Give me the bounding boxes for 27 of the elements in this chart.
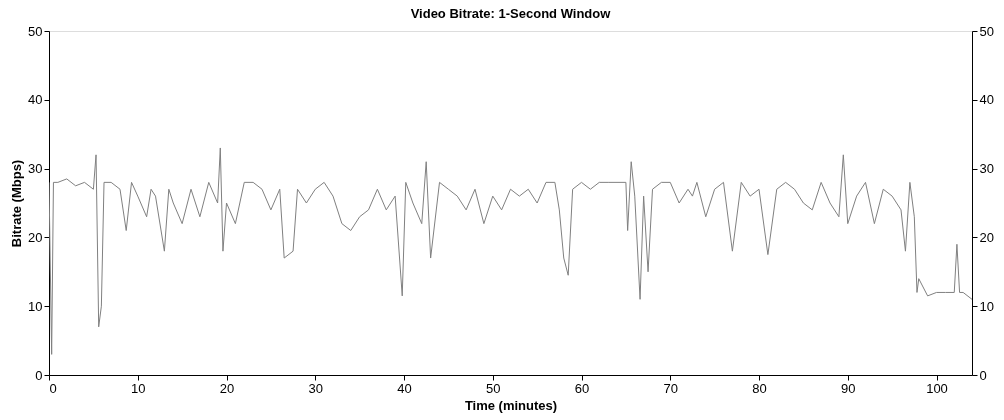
x-tick-label: 20 [219, 380, 235, 396]
x-tick-label: 10 [131, 380, 146, 396]
x-tick-label: 60 [574, 380, 590, 396]
x-tick-label: 100 [926, 380, 948, 396]
chart-title: Video Bitrate: 1-Second Window [410, 6, 612, 21]
y-axis-title: Bitrate (Mbps) [9, 159, 25, 248]
y2-tick-label: 20 [979, 229, 994, 245]
y-tick-label: 50 [28, 23, 43, 39]
y-tick-label: 20 [28, 229, 43, 245]
y2-tick-label: 50 [979, 23, 994, 39]
y2-tick-label: 0 [979, 367, 987, 383]
y-tick-label: 0 [35, 367, 43, 383]
x-tick-label: 90 [841, 380, 856, 396]
y2-tick-label: 30 [979, 161, 994, 177]
y2-tick-label: 40 [979, 92, 994, 108]
x-tick-label: 70 [663, 380, 678, 396]
y2-tick-label: 10 [979, 298, 994, 314]
x-tick-label: 40 [397, 380, 412, 396]
y-tick-label: 10 [28, 298, 43, 314]
x-tick-label: 30 [308, 380, 323, 396]
y-tick-label: 40 [28, 92, 43, 108]
y-tick-label: 30 [28, 161, 43, 177]
x-axis-title: Time (minutes) [464, 397, 558, 413]
x-tick-label: 80 [752, 380, 767, 396]
x-tick-label: 0 [49, 380, 57, 396]
line-series [49, 147, 972, 355]
x-tick-label: 50 [486, 380, 501, 396]
